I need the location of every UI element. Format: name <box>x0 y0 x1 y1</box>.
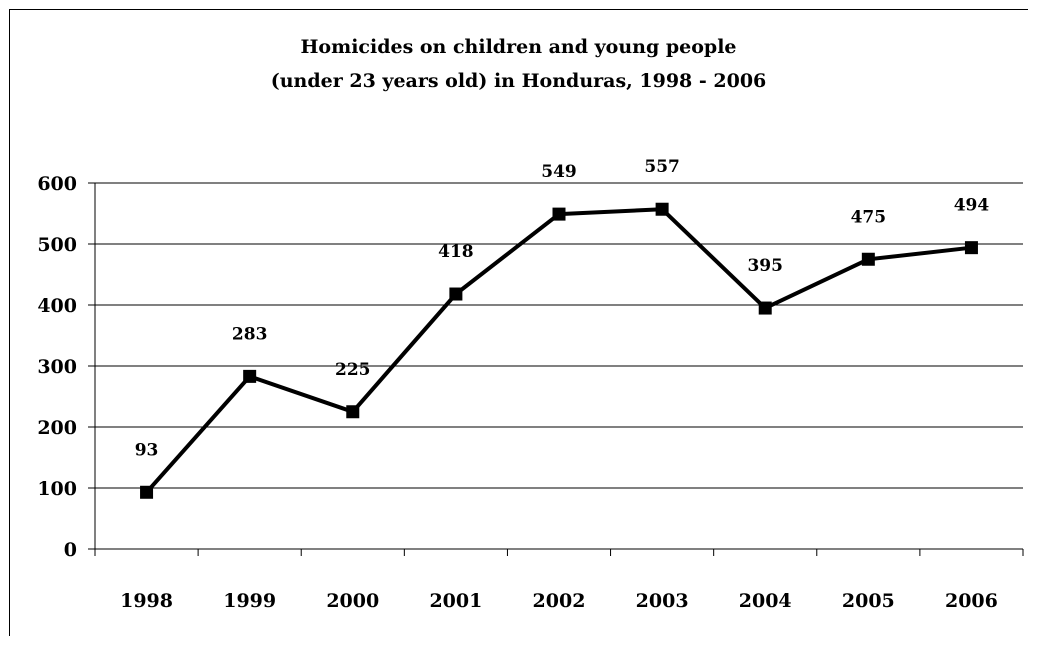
data-label: 475 <box>851 207 887 227</box>
chart-title-line-1: Homicides on children and young people <box>300 36 737 58</box>
y-tick-label: 100 <box>37 478 77 500</box>
data-point <box>758 301 772 315</box>
x-tick-label: 1998 <box>120 590 173 612</box>
data-label: 93 <box>135 440 159 460</box>
chart-title: Homicides on children and young people (… <box>0 30 1037 98</box>
data-label: 283 <box>232 324 268 344</box>
x-tick-label: 1999 <box>223 590 276 612</box>
y-tick-label: 600 <box>37 173 77 195</box>
x-tick-label: 2003 <box>636 590 689 612</box>
series-line-group <box>145 207 972 494</box>
data-point <box>346 405 360 419</box>
data-point <box>449 287 463 301</box>
chart-title-line-2: (under 23 years old) in Honduras, 1998 -… <box>270 70 767 92</box>
data-point <box>140 485 154 499</box>
y-axis-tick-labels: 0 100 200 300 400 500 600 <box>37 173 77 561</box>
x-tick-label: 2000 <box>326 590 379 612</box>
data-point <box>243 369 257 383</box>
data-label: 418 <box>438 242 474 262</box>
data-label: 557 <box>644 157 680 177</box>
x-axis-tick-labels: 1998 1999 2000 2001 2002 2003 2004 2005 2006 <box>120 590 998 612</box>
x-tick-label: 2002 <box>533 590 586 612</box>
x-tick-label: 2001 <box>429 590 482 612</box>
data-point <box>964 241 978 255</box>
data-labels: 93 283 225 418 549 557 395 475 494 <box>135 157 990 460</box>
data-point <box>655 202 669 216</box>
x-tick-label: 2005 <box>842 590 895 612</box>
data-label: 549 <box>541 162 577 182</box>
x-tick-label: 2004 <box>739 590 792 612</box>
x-tick-label: 2006 <box>945 590 998 612</box>
grid-lines <box>95 182 1023 489</box>
data-markers <box>140 202 978 499</box>
data-point <box>861 252 875 266</box>
axes <box>88 182 1024 556</box>
y-tick-label: 0 <box>64 539 77 561</box>
data-label: 225 <box>335 360 371 380</box>
series-line <box>145 207 972 494</box>
data-point <box>552 207 566 221</box>
y-tick-label: 300 <box>37 356 77 378</box>
data-label: 395 <box>747 256 783 276</box>
chart-frame <box>9 9 1028 636</box>
y-tick-label: 400 <box>37 295 77 317</box>
y-tick-label: 500 <box>37 234 77 256</box>
data-label: 494 <box>954 196 990 216</box>
y-tick-label: 200 <box>37 417 77 439</box>
